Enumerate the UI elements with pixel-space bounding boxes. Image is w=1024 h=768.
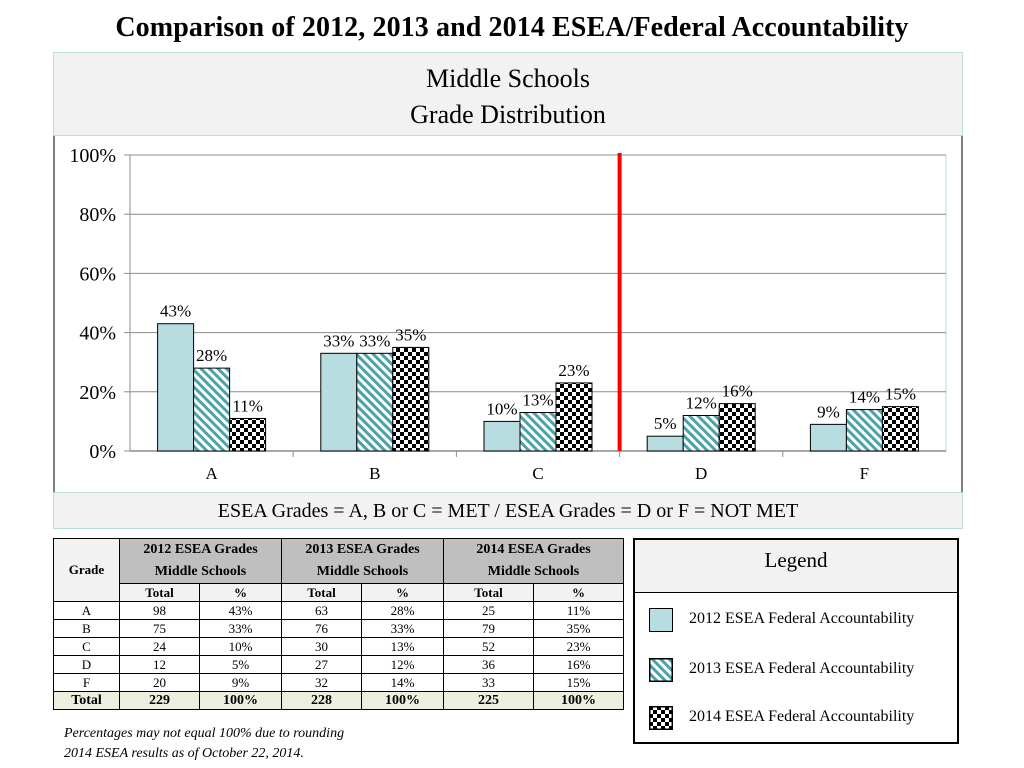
- data-label: 12%: [686, 393, 717, 412]
- x-tick-label: C: [532, 464, 543, 483]
- bar-solid: [483, 420, 521, 452]
- legend-label: 2014 ESEA Federal Accountability: [689, 708, 915, 725]
- grade-table: Grade 2012 ESEA Grades Middle Schools 201…: [53, 538, 624, 710]
- bar-checkerboard: [881, 406, 919, 452]
- chart-title-line2: Grade Distribution: [410, 100, 606, 129]
- subheader-pct: %: [533, 583, 624, 602]
- table-row: A 98 43% 63 28% 25 11%: [53, 601, 624, 620]
- table-row: F 20 9% 32 14% 33 15%: [53, 673, 624, 692]
- y-tick-label: 60%: [79, 263, 116, 285]
- data-label: 15%: [885, 385, 916, 404]
- data-label: 10%: [486, 399, 517, 418]
- bar-checkerboard: [392, 346, 430, 452]
- subheader-total: Total: [443, 583, 534, 602]
- legend-label: 2013 ESEA Federal Accountability: [689, 660, 915, 677]
- x-tick-label: A: [205, 464, 218, 483]
- bar-solid: [646, 435, 684, 452]
- data-label: 9%: [817, 402, 840, 421]
- legend-swatch-checkerboard: [649, 706, 673, 730]
- data-label: 33%: [359, 331, 390, 350]
- table-row: B 75 33% 76 33% 79 35%: [53, 619, 624, 638]
- data-label: 23%: [558, 361, 589, 380]
- group-header-2013: 2013 ESEA Grades Middle Schools: [281, 538, 444, 584]
- subheader-total: Total: [119, 583, 200, 602]
- data-label: 13%: [522, 391, 553, 410]
- bar-diagonal-stripes: [682, 414, 720, 452]
- group-header-2012: 2012 ESEA Grades Middle Schools: [119, 538, 282, 584]
- bar-checkerboard: [555, 382, 593, 452]
- subheader-pct: %: [361, 583, 444, 602]
- bar-solid: [809, 423, 847, 452]
- bar-checkerboard: [718, 403, 756, 452]
- table-subheader-row: Total % Total % Total %: [54, 583, 624, 602]
- chart-title: Middle Schools Grade Distribution: [53, 52, 963, 136]
- group-header-2014: 2014 ESEA Grades Middle Schools: [443, 538, 624, 584]
- y-tick-label: 80%: [79, 204, 116, 226]
- footnote: Percentages may not equal 100% due to ro…: [64, 724, 344, 764]
- footnote-line2: 2014 ESEA results as of October 22, 2014…: [64, 746, 304, 761]
- table-row: D 12 5% 27 12% 36 16%: [53, 655, 624, 674]
- y-tick-label: 0%: [89, 441, 116, 463]
- table-total-row: Total 229 100% 228 100% 225 100%: [53, 691, 624, 710]
- chart-border-left: [53, 136, 55, 492]
- subheader-total: Total: [281, 583, 362, 602]
- bar-diagonal-stripes: [356, 352, 394, 452]
- page-title: Comparison of 2012, 2013 and 2014 ESEA/F…: [115, 12, 909, 43]
- subheader-pct: %: [199, 583, 282, 602]
- y-tick-label: 20%: [79, 382, 116, 404]
- legend-title: Legend: [635, 540, 957, 593]
- data-label: 5%: [654, 414, 677, 433]
- bar-diagonal-stripes: [845, 409, 883, 452]
- legend: Legend 2012 ESEA Federal Accountability …: [633, 538, 959, 744]
- grade-column-header: Grade: [53, 538, 120, 602]
- data-label: 16%: [722, 382, 753, 401]
- data-label: 14%: [849, 388, 880, 407]
- chart-footer-note: ESEA Grades = A, B or C = MET / ESEA Gra…: [53, 492, 963, 529]
- chart-border-right: [961, 136, 963, 492]
- legend-swatch-solid: [649, 608, 673, 632]
- x-tick-label: F: [860, 464, 869, 483]
- y-tick-label: 40%: [79, 323, 116, 345]
- bar-solid: [320, 352, 358, 452]
- data-label: 11%: [232, 396, 263, 415]
- data-label: 33%: [323, 331, 354, 350]
- bar-diagonal-stripes: [193, 367, 231, 452]
- x-tick-label: D: [695, 464, 707, 483]
- y-tick-label: 100%: [69, 145, 116, 167]
- footnote-line1: Percentages may not equal 100% due to ro…: [64, 726, 345, 741]
- data-label: 35%: [395, 325, 426, 344]
- bar-solid: [157, 323, 195, 452]
- chart-title-line1: Middle Schools: [426, 64, 590, 93]
- x-tick-label: B: [369, 464, 380, 483]
- bar-checkerboard: [229, 417, 267, 452]
- legend-swatch-stripes: [649, 658, 673, 682]
- bar-diagonal-stripes: [519, 412, 557, 452]
- table-row: C 24 10% 30 13% 52 23%: [53, 637, 624, 656]
- data-label: 43%: [160, 302, 191, 321]
- legend-label: 2012 ESEA Federal Accountability: [689, 610, 915, 627]
- data-label: 28%: [196, 346, 227, 365]
